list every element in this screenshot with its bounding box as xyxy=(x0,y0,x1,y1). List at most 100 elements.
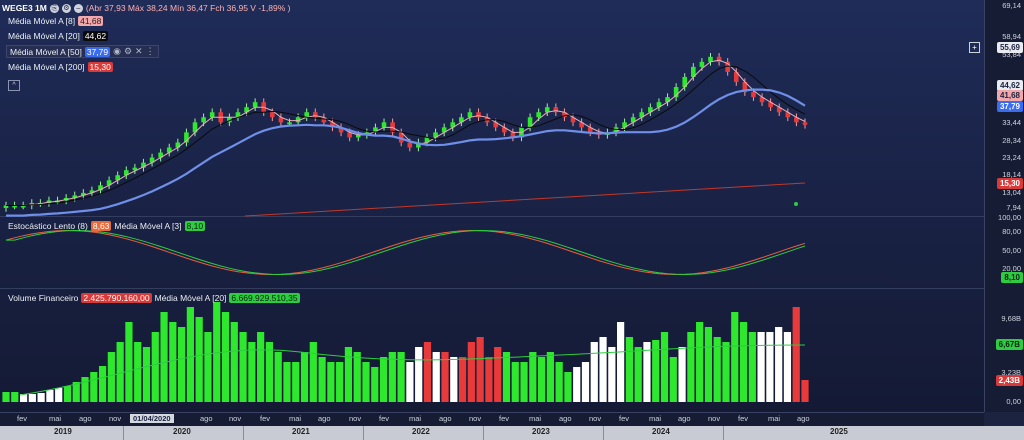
volume-bar xyxy=(406,362,414,402)
year-axis[interactable]: 2019 2020 2021 2022 2023 2024 2025 xyxy=(0,426,1024,440)
price-badge: 37,79 xyxy=(996,101,1023,112)
axis-tick: 13,04 xyxy=(1002,188,1021,197)
legend-stoch-label: Estocástico Lento (8) xyxy=(8,221,88,231)
volume-bar xyxy=(731,312,739,402)
price-badge: 55,69 xyxy=(996,42,1023,53)
pane-separator[interactable] xyxy=(0,288,984,289)
axis-tick: 0,00 xyxy=(1006,397,1021,406)
stochastic-ma-line xyxy=(6,229,806,276)
candle xyxy=(175,142,181,148)
volume-bar xyxy=(371,367,379,402)
close-icon[interactable]: ✕ xyxy=(135,46,143,56)
candle xyxy=(544,107,550,113)
volume-bar xyxy=(344,347,353,402)
month-label: mai xyxy=(409,414,422,423)
volume-bar xyxy=(388,352,396,402)
pane-separator[interactable] xyxy=(0,216,984,217)
volume-bar xyxy=(248,342,256,402)
volume-bar xyxy=(160,312,168,402)
volume-bar xyxy=(555,362,563,402)
collapse-legend-icon[interactable]: ^ xyxy=(8,80,20,91)
legend-ma50[interactable]: Média Móvel A [50] 37,79 ◉ ⚙ ✕ ⋮ xyxy=(6,45,159,58)
ma8-line xyxy=(6,59,806,206)
volume-bar xyxy=(63,386,72,402)
volume-bar xyxy=(353,352,361,402)
volume-bar xyxy=(37,393,45,402)
legend-stoch-value: 8,63 xyxy=(90,221,112,231)
candlestick-chart[interactable] xyxy=(0,0,984,412)
volume-bar xyxy=(72,382,80,402)
candle xyxy=(742,82,748,93)
volume-bar xyxy=(19,394,28,402)
axis-tick: 9,68B xyxy=(1001,314,1021,323)
volume-bar xyxy=(327,362,335,402)
volume-bar xyxy=(441,352,449,402)
volume-badge: 6,67B xyxy=(995,339,1023,350)
candle xyxy=(330,122,335,128)
volume-bar xyxy=(625,337,633,402)
month-label: nov xyxy=(349,414,362,423)
candle xyxy=(502,127,507,133)
candle xyxy=(141,162,146,168)
legend-ma8[interactable]: Média Móvel A [8] 41,68 xyxy=(8,16,104,26)
minimize-icon[interactable]: – xyxy=(73,3,83,13)
month-label: mai xyxy=(529,414,542,423)
volume-bar xyxy=(564,372,572,402)
legend-volume[interactable]: Volume Financeiro 2.425.790.160,00 Média… xyxy=(8,293,300,303)
candle xyxy=(407,142,413,148)
candle xyxy=(587,127,593,133)
month-label: ago xyxy=(79,414,92,423)
candle xyxy=(768,102,773,108)
month-label: nov xyxy=(708,414,721,423)
marker-dot xyxy=(794,202,798,206)
volume-bar xyxy=(292,362,300,402)
volume-bar xyxy=(125,322,133,402)
candle xyxy=(89,190,95,193)
volume-bar xyxy=(300,352,309,402)
legend-ma20[interactable]: Média Móvel A [20] 44,62 xyxy=(8,31,109,41)
candle xyxy=(553,107,559,113)
volume-bar xyxy=(151,332,159,402)
volume-ma-line xyxy=(19,344,806,396)
candle xyxy=(244,107,249,113)
candle xyxy=(562,112,567,118)
month-label: fev xyxy=(738,414,749,423)
link-icon[interactable]: ⎘ xyxy=(49,3,59,13)
volume-bar xyxy=(502,352,511,402)
settings-icon[interactable]: ⚙ xyxy=(61,3,71,13)
candle xyxy=(785,112,791,118)
axis-tick: 3,23B xyxy=(1001,368,1021,377)
axis-tick: 80,00 xyxy=(1002,227,1021,236)
axis-tick: 28,34 xyxy=(1002,136,1021,145)
volume-bar xyxy=(98,366,107,402)
legend-stochastic[interactable]: Estocástico Lento (8) 8,63 Média Móvel A… xyxy=(8,221,206,231)
year-label: 2021 xyxy=(292,427,310,436)
time-axis[interactable]: fev mai ago nov 01/04/2020 ago nov fev m… xyxy=(0,412,984,427)
settings-icon[interactable]: ⚙ xyxy=(123,46,133,56)
ma200-line xyxy=(244,182,806,217)
volume-bar xyxy=(46,390,54,402)
volume-bar xyxy=(81,377,89,402)
ticker-label[interactable]: WEGE3 1M xyxy=(2,3,47,13)
volume-bar xyxy=(485,357,493,402)
candle xyxy=(493,122,499,128)
candle xyxy=(123,170,129,176)
legend-ma200[interactable]: Média Móvel A [200] 15,30 xyxy=(8,62,113,72)
year-label: 2019 xyxy=(54,427,72,436)
candle xyxy=(665,97,670,103)
year-label: 2022 xyxy=(412,427,430,436)
year-divider xyxy=(243,426,244,440)
more-icon[interactable]: ⋮ xyxy=(145,46,155,56)
volume-bar xyxy=(669,357,677,402)
candle xyxy=(467,112,473,118)
year-divider xyxy=(723,426,724,440)
visibility-icon[interactable]: ◉ xyxy=(113,46,121,56)
volume-bar xyxy=(186,307,194,402)
candle xyxy=(158,152,163,158)
candle xyxy=(759,97,765,103)
price-axis[interactable]: 69,14 58,94 53,84 33,44 28,34 23,24 18,1… xyxy=(984,0,1024,412)
candle xyxy=(381,122,387,128)
add-icon[interactable]: + xyxy=(969,42,980,53)
volume-bar xyxy=(415,347,423,402)
volume-bar xyxy=(195,317,203,402)
